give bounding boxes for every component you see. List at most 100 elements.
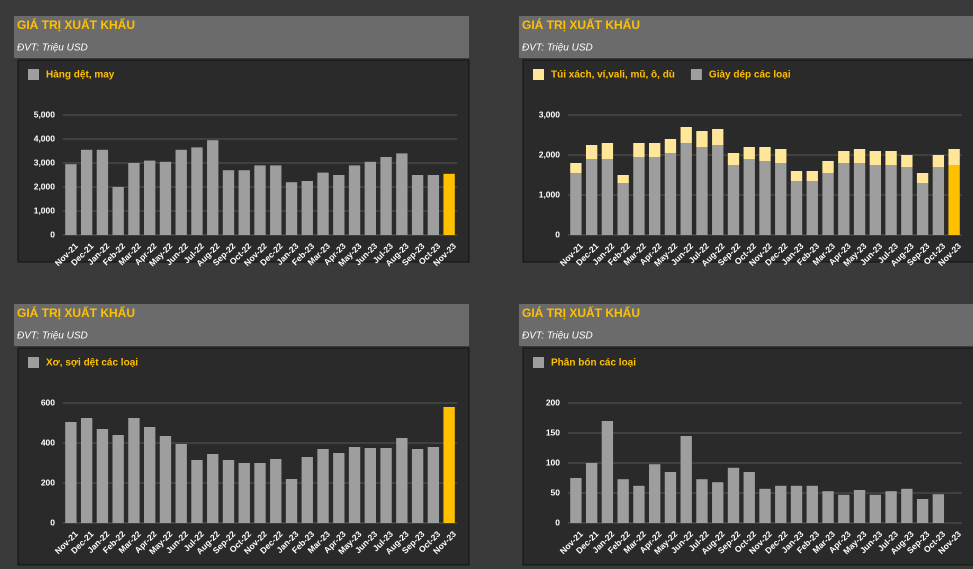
bar [427,175,440,235]
panel-subtitle: ĐVT: Triệu USD [17,331,88,342]
panel-title: GIÁ TRỊ XUẤT KHẨU [17,305,135,320]
chart-box [17,347,470,566]
y-tick-label: 100 [546,457,560,467]
bar-segment [901,155,913,167]
bar [396,438,408,523]
panel-title: GIÁ TRỊ XUẤT KHẨU [522,305,640,320]
legend-swatch [533,357,544,368]
bar-segment [869,151,881,165]
bar [80,149,93,235]
panel-subtitle: ĐVT: Triệu USD [522,331,593,342]
y-tick-label: 200 [41,477,55,487]
bar [585,463,598,523]
bar [207,454,219,523]
bar [207,140,219,235]
y-tick-label: 0 [555,517,560,527]
bar-segment [838,151,850,163]
bar [317,172,329,235]
legend-label: Xơ, sợi dệt các loại [46,358,138,369]
bar [727,467,740,523]
bar [443,407,455,523]
bar [822,491,834,523]
bar [570,478,582,523]
bar-segment [633,143,645,157]
bar [885,491,897,523]
bar [144,160,156,235]
bar [159,436,172,523]
bar [285,182,298,235]
y-tick-label: 600 [41,397,55,407]
bar-segment [853,163,866,235]
y-tick-label: 2,000 [34,181,56,191]
bar-segment [916,183,929,235]
bar [285,479,298,523]
bar-segment [727,153,740,165]
bar [380,448,392,523]
bar [191,460,203,523]
bar [96,429,109,523]
panel-subtitle: ĐVT: Triệu USD [17,43,88,54]
bar [806,485,818,523]
bar-segment [885,165,897,235]
bar [144,427,156,523]
y-tick-label: 150 [546,427,560,437]
bar [649,464,661,523]
bar [601,421,614,523]
bar [775,485,787,523]
bar-segment [759,147,771,161]
chart-box [522,347,973,566]
bar [191,147,203,235]
bar-segment [853,149,866,163]
bar-segment [664,153,677,235]
panel-subtitle: ĐVT: Triệu USD [522,43,593,54]
bar-segment [680,143,692,235]
bar-segment [838,163,850,235]
bar [869,494,881,523]
bar-segment [570,173,582,235]
bar-segment [585,159,598,235]
bar [364,448,376,523]
bar-segment [601,143,614,159]
bar [254,165,266,235]
bar-segment [601,159,614,235]
legend-swatch [533,69,544,80]
bar-segment [664,139,677,153]
bar-segment [617,175,629,183]
panel-header [14,304,469,346]
bar [65,422,77,523]
panel-header [519,304,973,346]
bar-segment [617,183,629,235]
bar [411,175,424,235]
bar [222,460,235,523]
bar [254,463,266,523]
bar-segment [932,155,945,167]
panel-header [14,16,469,58]
y-tick-label: 1,000 [34,205,56,215]
bar-segment [727,165,740,235]
bar-segment [775,163,787,235]
bar [916,499,929,523]
bar [175,149,187,235]
bar-segment [901,167,913,235]
bar-segment [790,181,803,235]
bar-segment [885,151,897,165]
bar [317,449,329,523]
bar [411,449,424,523]
bar [696,479,708,523]
bar [301,457,313,523]
bar [333,175,345,235]
bar [901,488,913,523]
bar-segment [649,143,661,157]
y-tick-label: 400 [41,437,55,447]
bar [222,170,235,235]
bar [664,472,677,523]
y-tick-label: 3,000 [34,157,56,167]
bar [396,153,408,235]
bar [128,418,140,523]
bar [96,149,109,235]
bar [270,459,282,523]
bar [838,494,850,523]
bar-segment [633,157,645,235]
bar-segment [696,131,708,147]
bar [853,490,866,523]
